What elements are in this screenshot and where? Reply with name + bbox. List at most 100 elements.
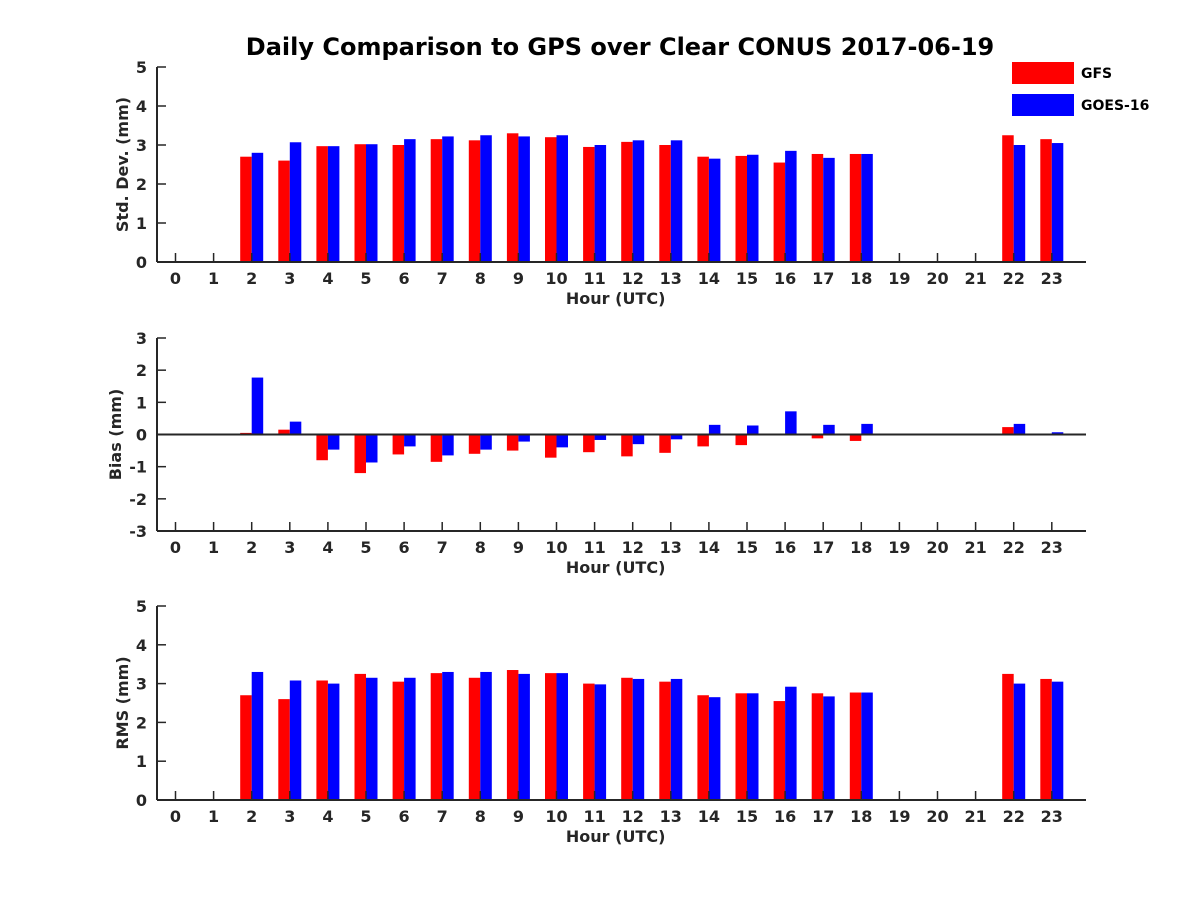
x-tick-label-0: 0 xyxy=(170,807,181,826)
bar-goes16-hour-18 xyxy=(861,692,873,800)
x-tick-label-2: 2 xyxy=(246,269,257,288)
bar-goes16-hour-18 xyxy=(861,423,873,435)
bar-goes16-hour-9 xyxy=(518,434,530,442)
x-tick-label-7: 7 xyxy=(437,538,448,557)
legend: GFS GOES-16 xyxy=(1012,62,1149,116)
bar-goes16-hour-5 xyxy=(366,434,378,463)
y-axis-label: Bias (mm) xyxy=(106,389,125,481)
x-tick-label-18: 18 xyxy=(850,807,872,826)
bar-goes16-hour-10 xyxy=(556,673,568,800)
x-tick-label-12: 12 xyxy=(622,807,644,826)
bar-gfs-hour-16 xyxy=(773,162,786,262)
bar-gfs-hour-10 xyxy=(545,137,557,262)
bar-goes16-hour-6 xyxy=(404,139,416,262)
x-tick-label-11: 11 xyxy=(583,807,605,826)
x-tick-label-22: 22 xyxy=(1003,807,1025,826)
bar-gfs-hour-11 xyxy=(583,434,595,453)
bar-gfs-hour-22 xyxy=(1002,427,1014,435)
x-tick-label-13: 13 xyxy=(660,538,682,557)
bar-goes16-hour-13 xyxy=(670,678,683,800)
bar-goes16-hour-7 xyxy=(442,434,454,456)
bar-goes16-hour-13 xyxy=(670,140,683,262)
bar-gfs-hour-11 xyxy=(583,683,595,800)
x-tick-label-2: 2 xyxy=(246,807,257,826)
x-tick-label-3: 3 xyxy=(284,538,295,557)
bar-goes16-hour-14 xyxy=(708,424,721,435)
x-tick-label-8: 8 xyxy=(475,269,486,288)
bar-gfs-hour-13 xyxy=(659,681,671,800)
x-tick-label-5: 5 xyxy=(360,807,371,826)
bar-goes16-hour-7 xyxy=(442,671,454,800)
x-tick-label-12: 12 xyxy=(622,269,644,288)
bar-gfs-hour-14 xyxy=(697,434,709,447)
x-tick-label-4: 4 xyxy=(322,269,333,288)
x-tick-label-0: 0 xyxy=(170,538,181,557)
bar-gfs-hour-5 xyxy=(354,673,366,800)
y-axis-label: Std. Dev. (mm) xyxy=(113,97,132,232)
bar-goes16-hour-2 xyxy=(251,671,264,800)
x-tick-label-17: 17 xyxy=(812,269,834,288)
bar-goes16-hour-3 xyxy=(289,421,302,435)
bar-gfs-hour-14 xyxy=(697,156,709,262)
x-tick-label-20: 20 xyxy=(926,538,948,557)
bar-gfs-hour-10 xyxy=(545,673,557,800)
legend-label-goes16: GOES-16 xyxy=(1081,98,1149,114)
x-tick-label-19: 19 xyxy=(888,538,910,557)
bar-goes16-hour-4 xyxy=(327,434,340,450)
x-tick-label-14: 14 xyxy=(698,807,720,826)
x-tick-label-14: 14 xyxy=(698,269,720,288)
y-tick-label: 3 xyxy=(136,329,147,348)
chart-title: Daily Comparison to GPS over Clear CONUS… xyxy=(246,33,994,61)
bar-gfs-hour-17 xyxy=(811,153,824,262)
bar-goes16-hour-2 xyxy=(251,152,264,262)
x-tick-label-6: 6 xyxy=(399,269,410,288)
bar-goes16-hour-11 xyxy=(594,145,607,262)
x-tick-label-5: 5 xyxy=(360,269,371,288)
x-tick-label-18: 18 xyxy=(850,269,872,288)
bar-goes16-hour-23 xyxy=(1051,143,1064,262)
bar-goes16-hour-9 xyxy=(518,673,530,800)
bar-gfs-hour-6 xyxy=(392,145,405,262)
y-tick-label: 2 xyxy=(136,713,147,732)
x-tick-label-23: 23 xyxy=(1041,269,1063,288)
bar-gfs-hour-9 xyxy=(506,670,519,800)
bar-goes16-hour-11 xyxy=(594,434,607,440)
x-tick-label-19: 19 xyxy=(888,269,910,288)
y-tick-label: 5 xyxy=(136,58,147,77)
bar-gfs-hour-9 xyxy=(506,434,519,451)
x-tick-label-0: 0 xyxy=(170,269,181,288)
x-tick-label-1: 1 xyxy=(208,807,219,826)
bar-goes16-hour-4 xyxy=(327,146,340,262)
bar-goes16-hour-22 xyxy=(1013,145,1026,262)
bar-goes16-hour-6 xyxy=(404,434,416,447)
bar-gfs-hour-3 xyxy=(278,160,290,262)
bar-gfs-hour-10 xyxy=(545,434,557,458)
bar-gfs-hour-2 xyxy=(240,156,252,262)
x-tick-label-3: 3 xyxy=(284,269,295,288)
x-tick-label-20: 20 xyxy=(926,807,948,826)
bar-gfs-hour-17 xyxy=(811,693,824,800)
bar-goes16-hour-9 xyxy=(518,136,530,262)
x-tick-label-10: 10 xyxy=(545,269,567,288)
bar-goes16-hour-8 xyxy=(480,434,492,450)
y-tick-label: 3 xyxy=(136,675,147,694)
x-tick-label-10: 10 xyxy=(545,538,567,557)
bar-goes16-hour-10 xyxy=(556,135,568,262)
bar-goes16-hour-7 xyxy=(442,136,454,262)
bar-gfs-hour-4 xyxy=(316,434,328,461)
bar-goes16-hour-22 xyxy=(1013,423,1026,435)
bar-goes16-hour-15 xyxy=(747,693,759,800)
bar-gfs-hour-12 xyxy=(621,141,633,262)
y-tick-label: 4 xyxy=(136,97,147,116)
bar-gfs-hour-4 xyxy=(316,680,328,800)
bar-gfs-hour-15 xyxy=(735,434,747,446)
bar-goes16-hour-12 xyxy=(632,434,645,445)
x-tick-label-9: 9 xyxy=(513,807,524,826)
x-tick-label-7: 7 xyxy=(437,807,448,826)
x-tick-label-15: 15 xyxy=(736,807,758,826)
x-tick-label-16: 16 xyxy=(774,269,796,288)
x-tick-label-13: 13 xyxy=(660,269,682,288)
bar-goes16-hour-16 xyxy=(785,411,797,435)
x-axis-label: Hour (UTC) xyxy=(566,827,666,846)
